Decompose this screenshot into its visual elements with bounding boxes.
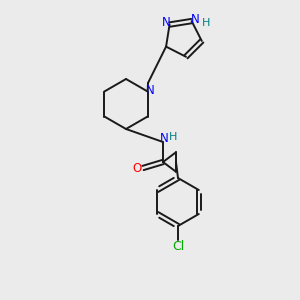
- Text: O: O: [132, 161, 142, 175]
- Text: H: H: [169, 132, 177, 142]
- Text: Cl: Cl: [172, 241, 184, 254]
- Text: N: N: [162, 16, 171, 29]
- Text: N: N: [160, 133, 168, 146]
- Text: N: N: [191, 13, 200, 26]
- Text: N: N: [146, 84, 155, 97]
- Text: H: H: [201, 18, 210, 28]
